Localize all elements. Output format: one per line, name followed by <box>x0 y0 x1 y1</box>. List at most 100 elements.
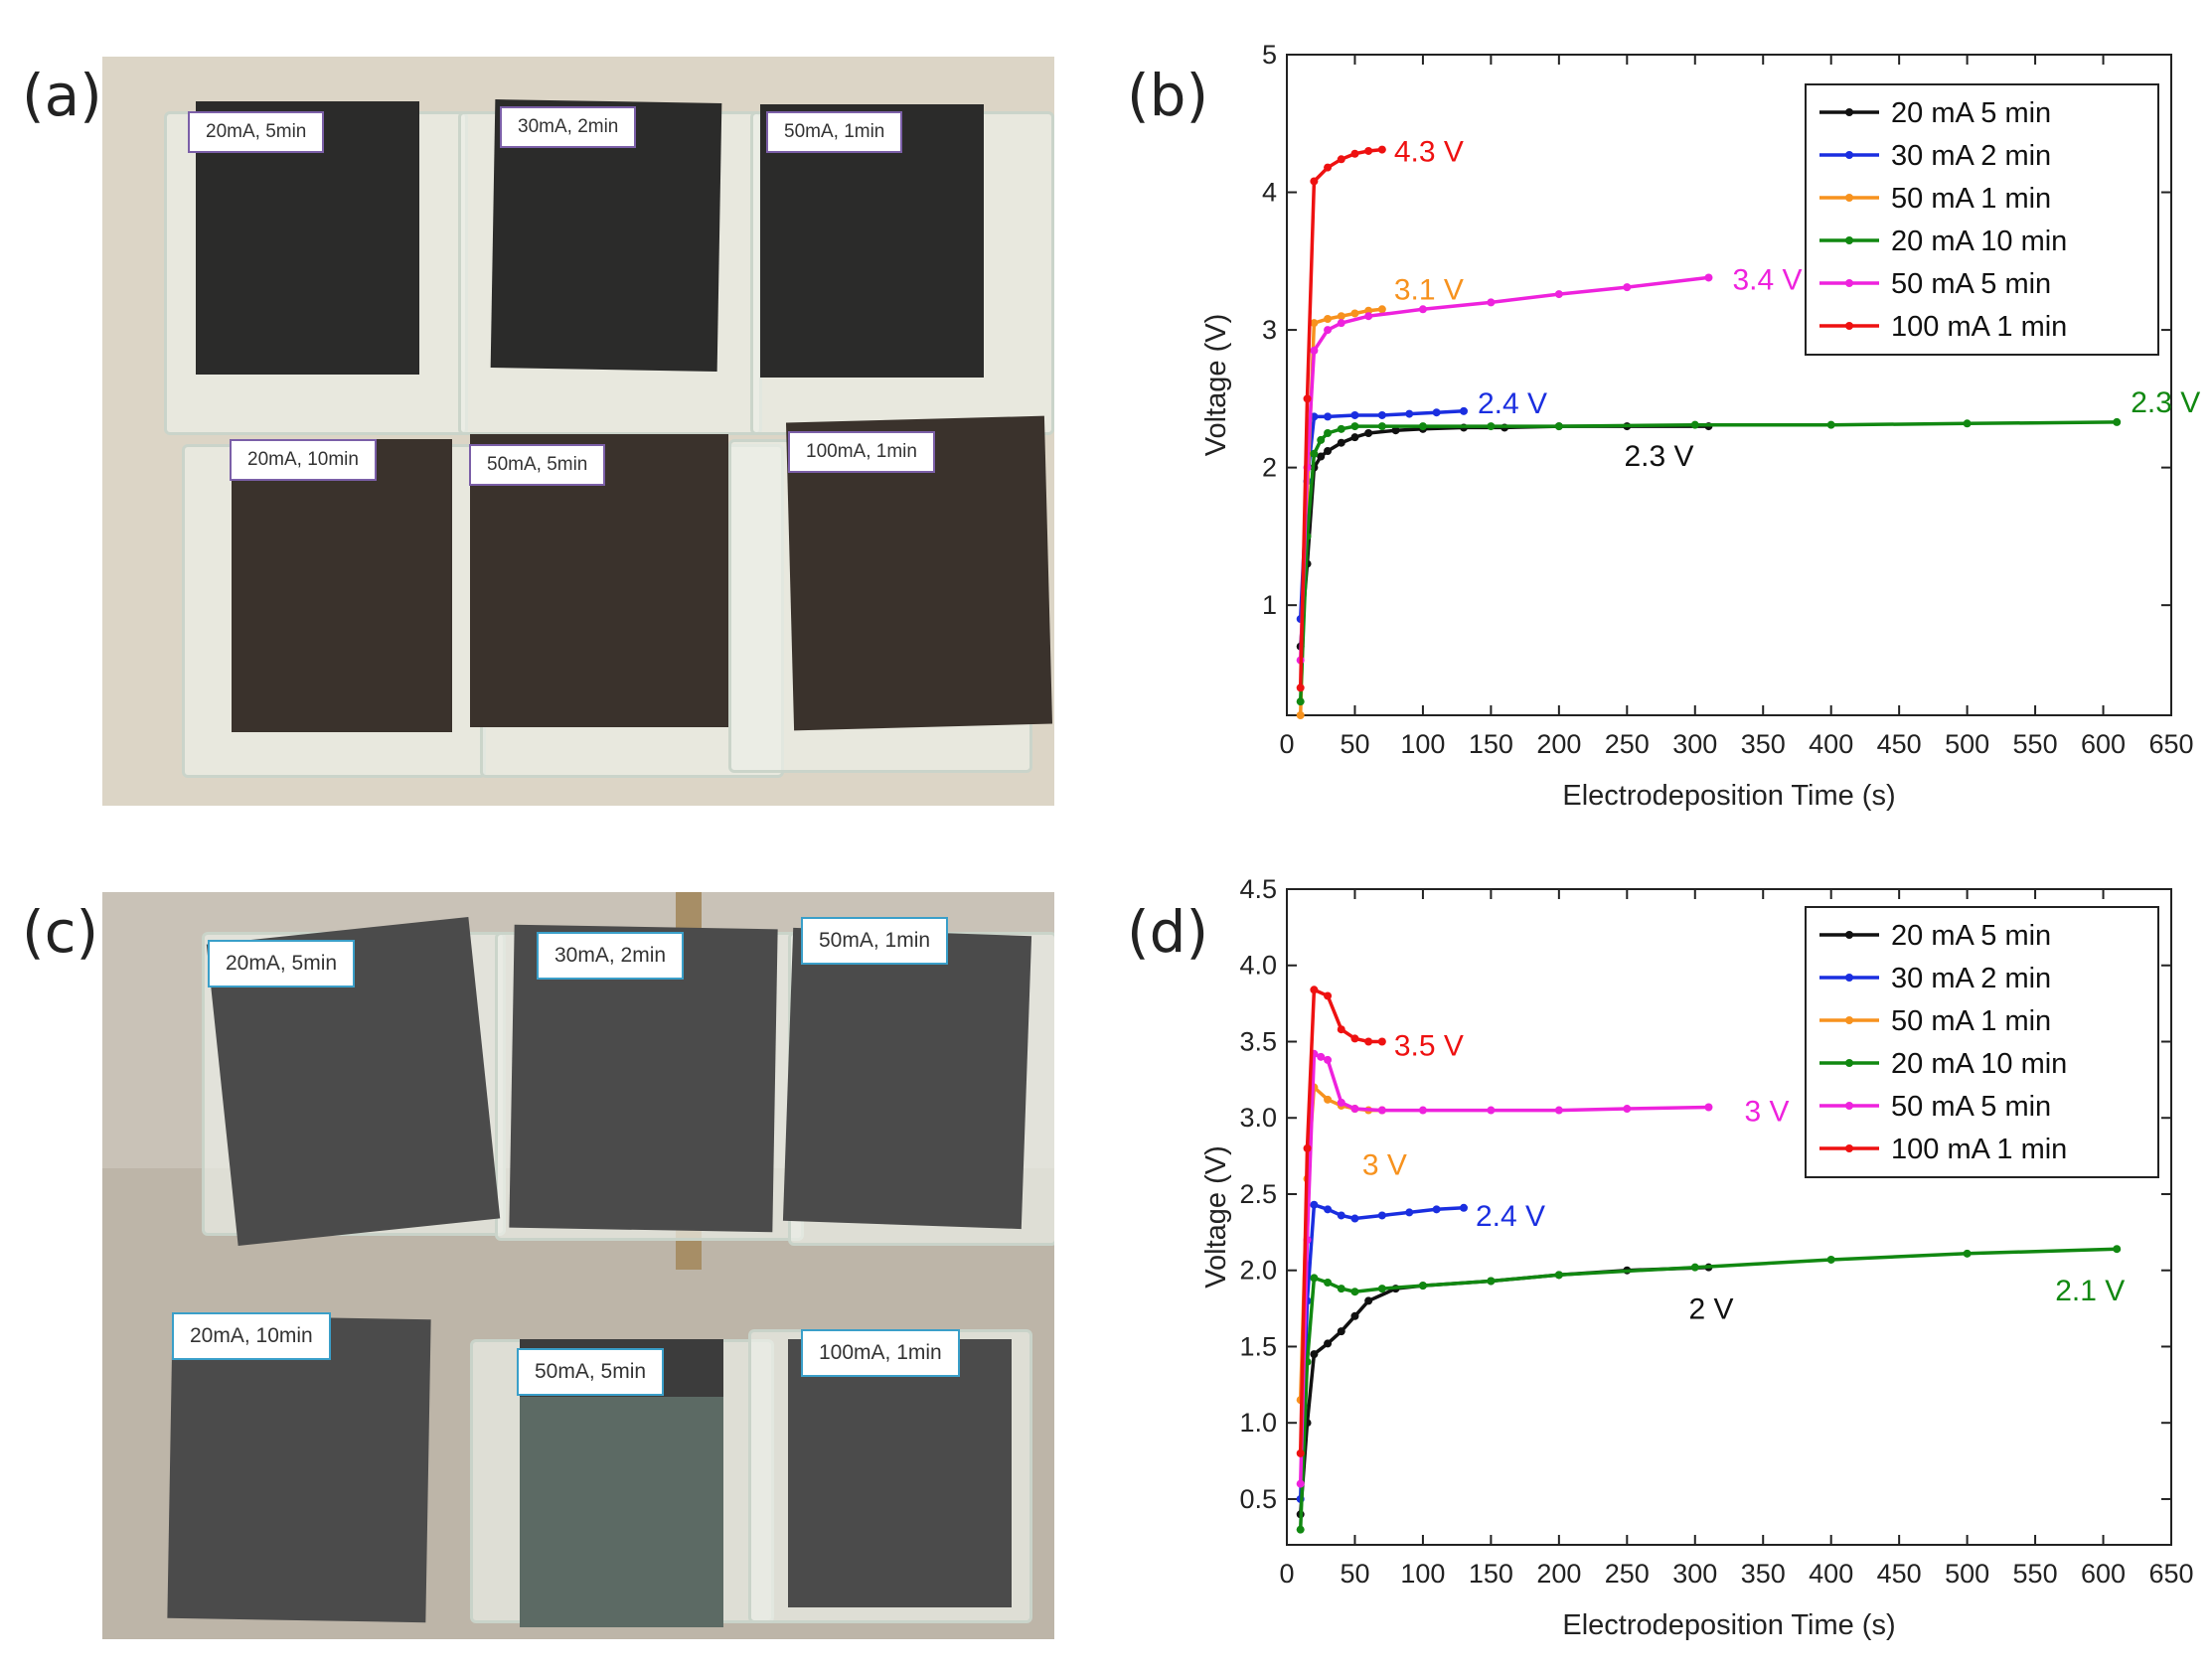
plot-frame <box>1286 54 2172 716</box>
x-tick-label: 50 <box>1340 1559 1369 1589</box>
data-point <box>1310 346 1319 355</box>
data-point <box>1337 319 1345 328</box>
data-point <box>1350 433 1359 442</box>
sample-sheet <box>232 439 452 732</box>
data-point <box>1554 1271 1563 1280</box>
data-point <box>1350 1034 1359 1043</box>
y-tick-label: 3 <box>1262 315 1277 345</box>
y-tick-label: 2 <box>1262 453 1277 483</box>
y-tick-label: 2.0 <box>1239 1256 1277 1286</box>
data-point <box>1377 1106 1386 1115</box>
x-tick-label: 650 <box>2148 1559 2193 1589</box>
legend-label: 100 mA 1 min <box>1891 311 2067 343</box>
legend-box <box>1805 83 2159 356</box>
data-point <box>1310 1200 1319 1209</box>
data-point <box>1324 447 1333 455</box>
value-annotation: 3 V <box>1362 1149 1407 1182</box>
legend-label: 100 mA 1 min <box>1891 1134 2067 1165</box>
legend-marker <box>1845 194 1853 202</box>
legend-marker <box>1845 279 1853 287</box>
data-point <box>1324 412 1333 421</box>
data-point <box>1337 155 1345 164</box>
data-point <box>1432 1205 1441 1214</box>
data-point <box>1317 435 1326 444</box>
sample-label: 50mA, 1min <box>801 917 949 965</box>
x-tick-label: 200 <box>1536 1559 1581 1589</box>
sample-label: 20mA, 5min <box>208 940 356 987</box>
legend-marker <box>1845 931 1853 939</box>
x-tick-label: 400 <box>1809 729 1853 759</box>
data-point <box>1364 306 1373 315</box>
data-point <box>1303 394 1312 403</box>
data-point <box>1418 422 1427 431</box>
data-point <box>1296 1448 1305 1457</box>
legend-label: 30 mA 2 min <box>1891 140 2051 172</box>
y-tick-label: 4 <box>1262 178 1277 208</box>
data-point <box>1337 438 1345 447</box>
data-point <box>1377 1285 1386 1293</box>
data-point <box>1310 1350 1319 1359</box>
legend-marker <box>1845 1059 1853 1067</box>
legend-marker <box>1845 1144 1853 1152</box>
value-annotation: 2.3 V <box>2131 386 2200 419</box>
sample-label: 50mA, 5min <box>517 1348 665 1396</box>
data-point <box>1324 315 1333 323</box>
data-point <box>1377 1037 1386 1046</box>
data-point <box>1324 1339 1333 1348</box>
y-tick-label: 4.0 <box>1239 951 1277 981</box>
data-point <box>1310 986 1319 994</box>
data-point <box>1377 305 1386 314</box>
data-point <box>1364 428 1373 437</box>
x-tick-label: 250 <box>1605 729 1650 759</box>
data-point <box>1418 1282 1427 1290</box>
legend-marker <box>1845 151 1853 159</box>
data-point <box>1690 1263 1699 1272</box>
data-point <box>1310 449 1319 458</box>
legend-marker <box>1845 1016 1853 1024</box>
x-tick-label: 300 <box>1672 729 1717 759</box>
data-point <box>1460 406 1468 415</box>
data-point <box>1317 1052 1326 1061</box>
y-tick-label: 3.5 <box>1239 1026 1277 1056</box>
data-point <box>1487 1106 1496 1115</box>
x-tick-label: 350 <box>1741 1559 1786 1589</box>
data-point <box>1324 326 1333 335</box>
data-point <box>1296 697 1305 706</box>
data-point <box>1350 1311 1359 1320</box>
data-point <box>1418 1106 1427 1115</box>
y-axis-title: Voltage (V) <box>1200 314 1232 456</box>
data-point <box>1324 1279 1333 1287</box>
data-point <box>1432 408 1441 417</box>
y-tick-label: 4.5 <box>1239 874 1277 904</box>
data-point <box>1350 149 1359 158</box>
y-tick-label: 1.0 <box>1239 1408 1277 1438</box>
data-point <box>1690 420 1699 429</box>
x-tick-label: 0 <box>1279 729 1294 759</box>
data-point <box>1364 146 1373 155</box>
data-point <box>1337 1211 1345 1220</box>
y-tick-label: 1.5 <box>1239 1331 1277 1361</box>
data-point <box>1405 409 1414 418</box>
data-point <box>1377 145 1386 154</box>
legend-marker <box>1845 1102 1853 1110</box>
x-tick-label: 200 <box>1536 729 1581 759</box>
data-point <box>1405 1208 1414 1217</box>
x-tick-label: 500 <box>1945 729 1989 759</box>
legend-marker <box>1845 108 1853 116</box>
x-tick-label: 0 <box>1279 1559 1294 1589</box>
data-point <box>1623 283 1632 292</box>
legend-label: 20 mA 10 min <box>1891 226 2067 257</box>
data-point <box>1324 1205 1333 1214</box>
data-point <box>2113 417 2122 426</box>
data-point <box>1364 1037 1373 1046</box>
panel-label-d: (d) <box>1127 898 1209 966</box>
data-point <box>1364 312 1373 321</box>
data-point <box>1324 428 1333 437</box>
data-point <box>1418 305 1427 314</box>
panel-label-c: (c) <box>22 898 99 966</box>
sample-label: 30mA, 2min <box>537 932 685 980</box>
legend-label: 20 mA 10 min <box>1891 1048 2067 1080</box>
data-point <box>1364 1296 1373 1305</box>
value-annotation: 3 V <box>1744 1095 1789 1128</box>
sample-sheet <box>167 1314 431 1623</box>
